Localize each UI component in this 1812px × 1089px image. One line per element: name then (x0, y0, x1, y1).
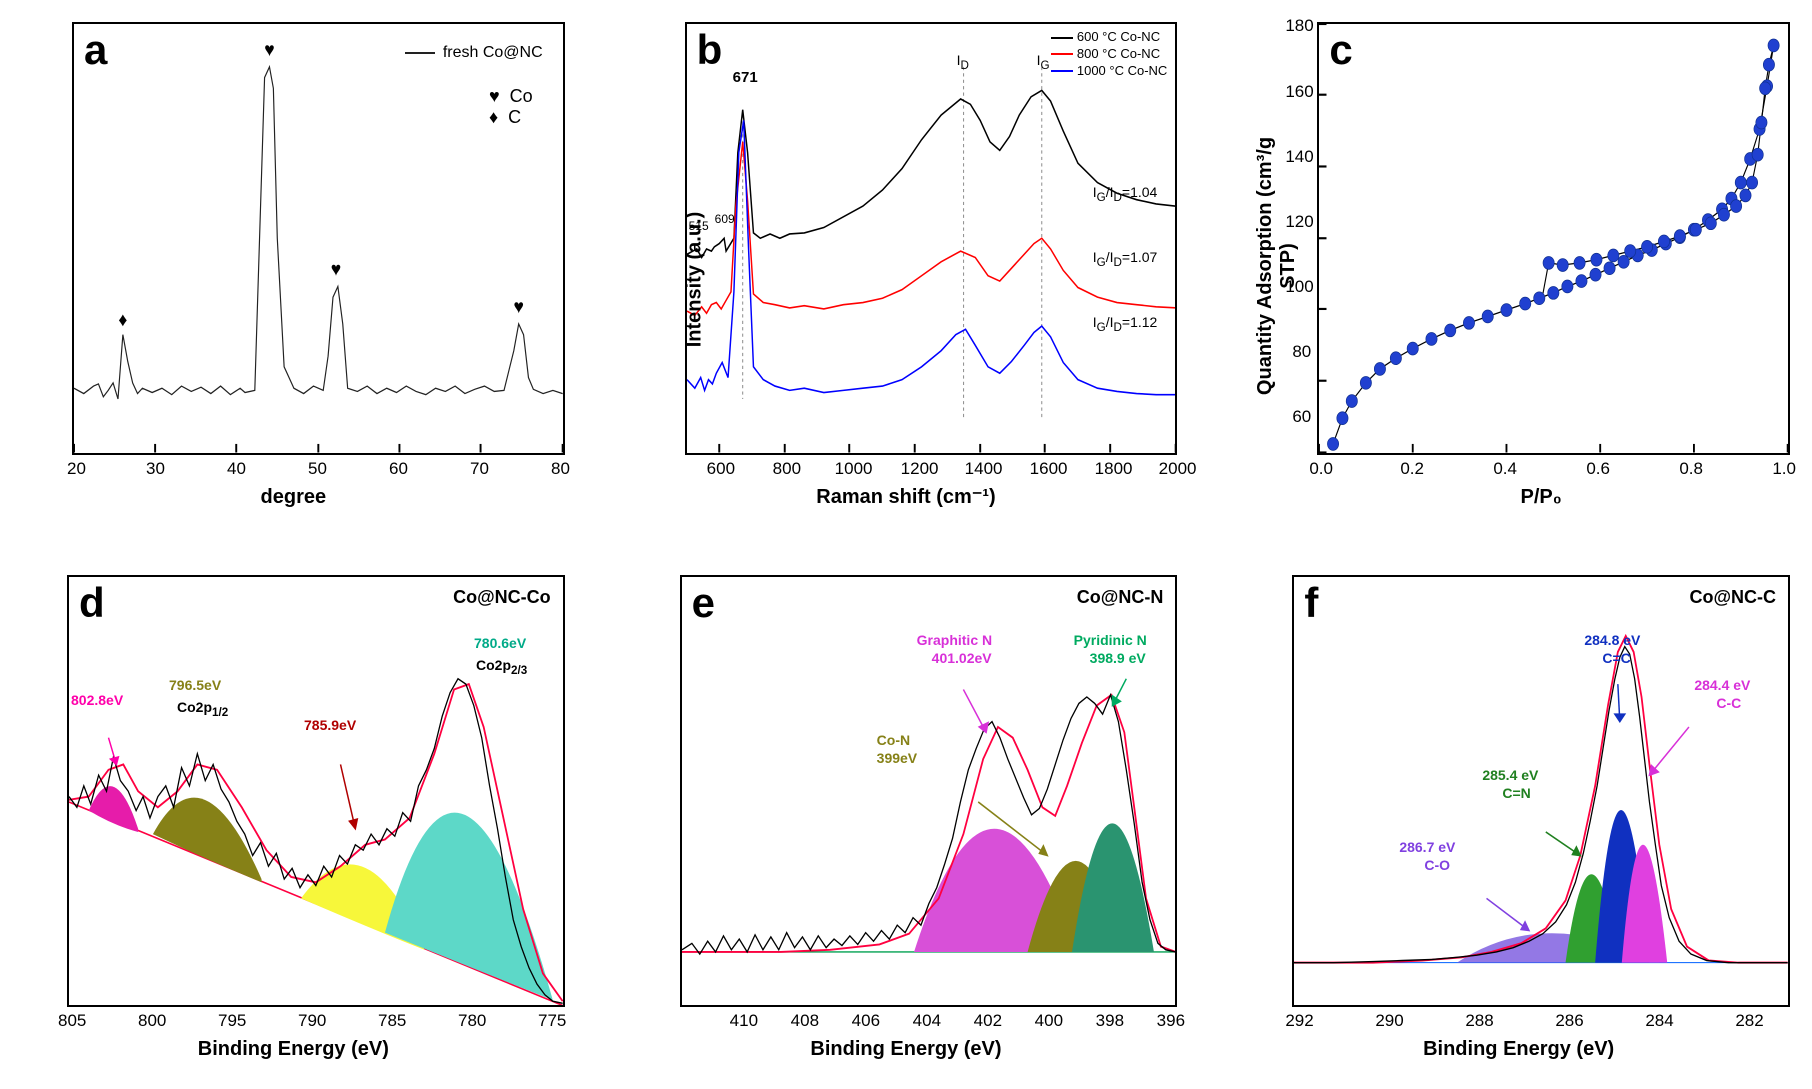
xlabel-a: degree (261, 486, 327, 509)
panel-e: e Co@NC-N Graphitic N 401.02eV Pyridinic… (625, 565, 1188, 1078)
peak-f-cob: C-O (1424, 857, 1450, 873)
panel-b-legend: 600 °C Co-NC 800 °C Co-NC 1000 °C Co-NC (1051, 29, 1167, 80)
tick: 20 (67, 459, 86, 479)
peak-f-cc: 284.4 eV (1694, 677, 1750, 693)
tick: 70 (470, 459, 489, 479)
svg-text:♦: ♦ (118, 308, 127, 330)
panel-d: d Co@NC-Co 802.8eV 796.5eV Co2p1/2 785.9… (12, 565, 575, 1078)
peak-e-401: 401.02eV (932, 650, 992, 666)
panel-d-label: d (79, 579, 105, 627)
peak-f-ccb: C-C (1716, 695, 1741, 711)
peak-f-cc2: 284.8 eV (1584, 632, 1640, 648)
ratio-600: IG/ID=1.04 (1093, 184, 1158, 204)
peak-f-co: 286.7 eV (1399, 839, 1455, 855)
peak-e-graphitic: Graphitic N (917, 632, 992, 648)
tick: 30 (146, 459, 165, 479)
xlabel-d: Binding Energy (eV) (198, 1038, 389, 1061)
peak-f-cnb: C=N (1502, 785, 1530, 801)
tick: 40 (227, 459, 246, 479)
panel-a-label: a (84, 26, 107, 74)
peak-d-796: 796.5eV (169, 677, 221, 693)
legend-fresh: fresh Co@NC (443, 44, 543, 62)
xlabel-e: Binding Energy (eV) (810, 1038, 1001, 1061)
panel-b: b 600 °C Co-NC 800 °C Co-NC 1000 (625, 12, 1188, 525)
panel-a-markers-legend: ♥ Co ♦ C (489, 86, 533, 128)
xlabel-f: Binding Energy (eV) (1423, 1038, 1614, 1061)
peak-d-785: 785.9eV (304, 717, 356, 733)
peak-ID: ID (957, 52, 969, 72)
panel-c-label: c (1329, 26, 1352, 74)
peak-e-399: 399eV (877, 750, 917, 766)
svg-text:♥: ♥ (331, 258, 341, 280)
peak-f-cn: 285.4 eV (1482, 767, 1538, 783)
peak-f-cc2b: C=C (1602, 650, 1630, 666)
heart-icon: ♥ (489, 86, 500, 106)
figure-grid: a ♦ ♥ ♥ ♥ fresh Co@NC ♥ Co ♦ C 20 (12, 12, 1800, 1077)
peak-d-co2p12: Co2p1/2 (177, 699, 228, 719)
xlabel-c: P/P₀ (1521, 486, 1562, 509)
ratio-1000: IG/ID=1.12 (1093, 314, 1158, 334)
panel-c: c (1237, 12, 1800, 525)
panel-f: f Co@NC-C 284.8 eV C=C 284.4 eV C-C 285. (1237, 565, 1800, 1078)
panel-b-label: b (697, 26, 723, 74)
panel-f-label: f (1304, 579, 1318, 627)
panel-f-svg (1294, 577, 1788, 1006)
svg-text:♥: ♥ (264, 38, 274, 60)
peak-671: 671 (733, 69, 758, 86)
xlabel-b: Raman shift (cm⁻¹) (816, 484, 995, 509)
tick: 80 (551, 459, 570, 479)
peak-IG: IG (1037, 52, 1050, 72)
ylabel-b: Intensity (a.u.) (683, 212, 706, 348)
peak-d-co2p23: Co2p2/3 (476, 657, 527, 677)
panel-a-legend: fresh Co@NC (405, 44, 543, 62)
panel-c-svg (1319, 24, 1788, 453)
panel-e-label: e (692, 579, 715, 627)
peak-e-398: 398.9 eV (1090, 650, 1146, 666)
tick: 50 (308, 459, 327, 479)
panel-a: a ♦ ♥ ♥ ♥ fresh Co@NC ♥ Co ♦ C 20 (12, 12, 575, 525)
peak-e-pyridinic: Pyridinic N (1074, 632, 1147, 648)
peak-609: 609 (715, 212, 735, 226)
peak-d-802: 802.8eV (71, 692, 123, 708)
panel-b-svg (687, 24, 1176, 453)
diamond-icon: ♦ (489, 107, 498, 127)
ratio-800: IG/ID=1.07 (1093, 249, 1158, 269)
tick: 60 (389, 459, 408, 479)
peak-d-780: 780.6eV (474, 635, 526, 651)
peak-e-con: Co-N (877, 732, 910, 748)
svg-text:♥: ♥ (513, 295, 523, 317)
